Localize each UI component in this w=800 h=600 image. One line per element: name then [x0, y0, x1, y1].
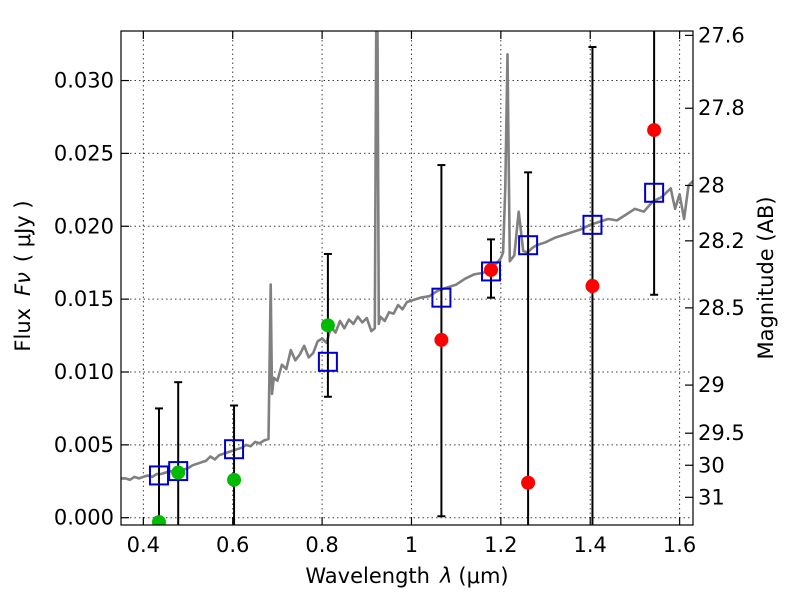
observed-photometry-point — [647, 123, 662, 138]
x-tick-label: 1.6 — [663, 533, 696, 557]
observed-photometry-point — [434, 332, 449, 347]
right-axis-title: Magnitude (AB) — [754, 196, 778, 359]
observed-photometry-point — [151, 515, 166, 525]
x-tick-label: 0.6 — [216, 533, 249, 557]
magnitude-tick-label: 28.2 — [698, 229, 745, 253]
model-photometry-point — [481, 261, 502, 282]
magnitude-tick-label: 28.5 — [698, 296, 745, 320]
x-tick-label: 1.2 — [484, 533, 517, 557]
y-tick-label: 0.000 — [54, 506, 114, 530]
y-tick-label: 0.025 — [54, 141, 114, 165]
observed-photometry-point — [171, 465, 186, 480]
model-photometry-point — [317, 351, 338, 372]
y-tick-labels: 0.000 0.005 0.010 0.015 0.020 0.025 0.030 — [54, 69, 114, 530]
axis-ticks — [121, 31, 693, 525]
magnitude-tick-label: 28 — [698, 173, 725, 197]
x-tick-label: 1 — [405, 533, 418, 557]
y-tick-label: 0.030 — [54, 69, 114, 93]
model-spectrum-line — [121, 31, 693, 482]
model-photometry-point — [168, 461, 189, 482]
x-tick-label: 0.4 — [127, 533, 160, 557]
x-tick-labels: 0.4 0.6 0.8 1 1.2 1.4 1.6 — [127, 533, 697, 557]
magnitude-tick-labels: 27.6 27.8 28 28.2 28.5 29 29.5 30 31 — [698, 23, 745, 509]
plot-area — [121, 31, 693, 525]
model-photometry-point — [644, 182, 665, 203]
magnitude-tick-label: 29 — [698, 373, 725, 397]
magnitude-tick-label: 29.5 — [698, 421, 745, 445]
x-tick-label: 0.8 — [305, 533, 338, 557]
y-axis-title: FluxFν( μJy ) — [11, 200, 35, 351]
observed-photometry-point — [585, 279, 600, 294]
grid — [121, 31, 693, 525]
y-tick-label: 0.015 — [54, 287, 114, 311]
observed-photometry-point — [484, 262, 499, 277]
model-photometry-point — [431, 287, 452, 308]
model-photometry-point — [518, 235, 539, 256]
x-tick-label: 1.4 — [574, 533, 607, 557]
magnitude-tick-label: 31 — [698, 485, 725, 509]
magnitude-tick-label: 27.6 — [698, 23, 745, 47]
observed-photometry-points — [151, 123, 662, 525]
model-photometry-point — [148, 465, 169, 486]
observed-photometry-point — [521, 475, 536, 490]
magnitude-tick-label: 27.8 — [698, 96, 745, 120]
y-tick-label: 0.010 — [54, 360, 114, 384]
x-axis-title: Wavelength λ (μm) — [305, 564, 508, 588]
y-tick-label: 0.005 — [54, 433, 114, 457]
model-photometry-point — [582, 214, 603, 235]
y-tick-label: 0.020 — [54, 214, 114, 238]
plot-frame — [120, 30, 694, 526]
observed-photometry-point — [227, 472, 242, 487]
model-photometry-point — [224, 439, 245, 460]
observed-photometry-point — [320, 318, 335, 333]
magnitude-tick-label: 30 — [698, 453, 725, 477]
model-photometry-points — [148, 182, 665, 486]
